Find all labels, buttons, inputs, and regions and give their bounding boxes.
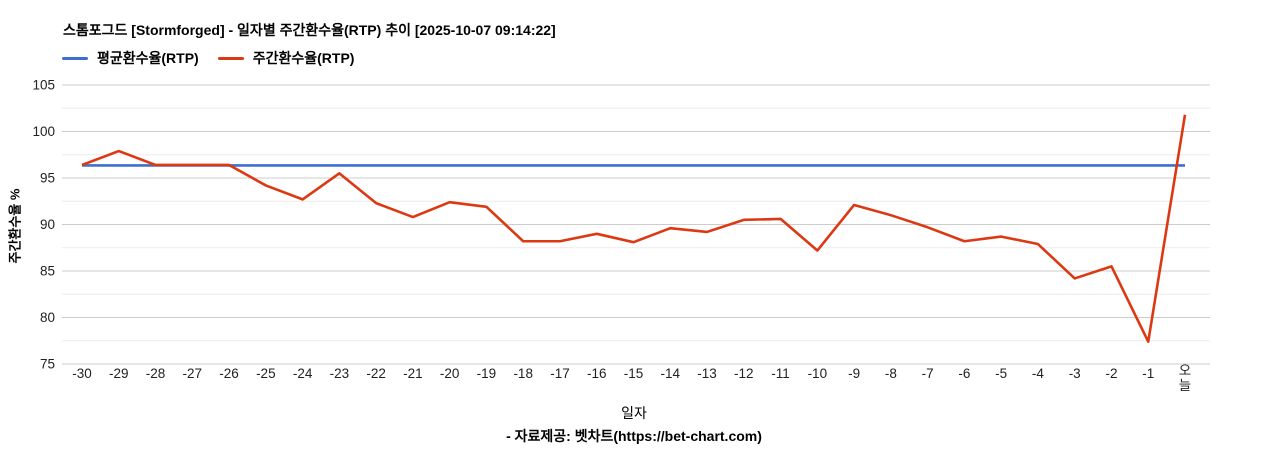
y-tick-label: 80 (40, 310, 55, 325)
x-tick-label: -21 (403, 366, 423, 381)
x-tick-label: -4 (1032, 366, 1044, 381)
x-tick-label: -2 (1105, 366, 1117, 381)
x-tick-label: -1 (1142, 366, 1154, 381)
source-footer: - 자료제공: 벳차트(https://bet-chart.com) (506, 428, 762, 444)
legend-label-weekly: 주간환수율(RTP) (252, 50, 355, 66)
x-tick-label: -18 (513, 366, 533, 381)
legend-swatch-weekly (217, 56, 244, 60)
x-tick-label: -9 (848, 366, 860, 381)
x-tick-label: -22 (366, 366, 386, 381)
x-tick-label: -16 (587, 366, 607, 381)
x-tick-label: -10 (808, 366, 828, 381)
x-tick-label: -6 (958, 366, 970, 381)
x-tick-label: -8 (885, 366, 897, 381)
x-tick-label: -15 (624, 366, 644, 381)
legend-item-average: 평균환수율(RTP) (62, 48, 199, 68)
y-tick-label: 75 (40, 357, 55, 372)
x-tick-label: -17 (550, 366, 570, 381)
x-tick-label: -7 (922, 366, 934, 381)
x-axis-title: 일자 (621, 405, 647, 421)
x-tick-label: -20 (440, 366, 460, 381)
x-tick-label: -13 (697, 366, 717, 381)
chart-title: 스톰포그드 [Stormforged] - 일자별 주간환수율(RTP) 추이 … (63, 22, 556, 38)
legend-item-weekly: 주간환수율(RTP) (217, 48, 355, 68)
x-tick-label: -19 (477, 366, 497, 381)
y-tick-label: 105 (32, 78, 55, 93)
x-tick-label: -24 (293, 366, 313, 381)
legend-label-average: 평균환수율(RTP) (97, 50, 199, 66)
x-tick-label: -3 (1069, 366, 1081, 381)
x-tick-label: -28 (146, 366, 166, 381)
y-tick-label: 100 (32, 124, 55, 139)
series-line-weekly (81, 114, 1187, 343)
y-tick-label: 85 (40, 264, 55, 279)
x-tick-label: -12 (734, 366, 754, 381)
legend: 평균환수율(RTP) 주간환수율(RTP) (62, 48, 354, 68)
x-tick-label: -26 (219, 366, 239, 381)
x-tick-label: -27 (183, 366, 203, 381)
x-tick-label: -30 (72, 366, 92, 381)
y-tick-label: 90 (40, 217, 55, 232)
x-tick-label: -29 (109, 366, 129, 381)
x-tick-label: -23 (330, 366, 350, 381)
x-tick-label: -5 (995, 366, 1007, 381)
legend-swatch-average (62, 56, 88, 60)
y-tick-label: 95 (40, 171, 55, 186)
x-tick-label: -14 (661, 366, 681, 381)
x-tick-label: -11 (771, 366, 790, 381)
x-tick-label: -25 (256, 366, 276, 381)
